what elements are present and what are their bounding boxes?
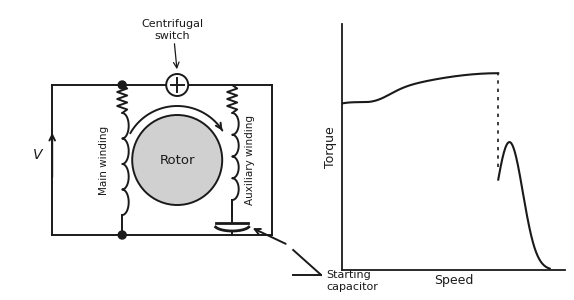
Text: Auxiliary winding: Auxiliary winding bbox=[245, 115, 255, 205]
Text: Main winding: Main winding bbox=[99, 125, 109, 195]
Circle shape bbox=[118, 231, 126, 239]
Text: Starting
capacitor: Starting capacitor bbox=[326, 270, 378, 292]
Text: Centrifugal
switch: Centrifugal switch bbox=[141, 19, 203, 41]
Circle shape bbox=[132, 115, 222, 205]
Circle shape bbox=[118, 81, 126, 89]
Y-axis label: Torque: Torque bbox=[324, 126, 338, 168]
Circle shape bbox=[166, 74, 188, 96]
Text: $V$: $V$ bbox=[32, 148, 44, 162]
Text: Rotor: Rotor bbox=[160, 154, 195, 166]
X-axis label: Speed: Speed bbox=[434, 274, 473, 287]
